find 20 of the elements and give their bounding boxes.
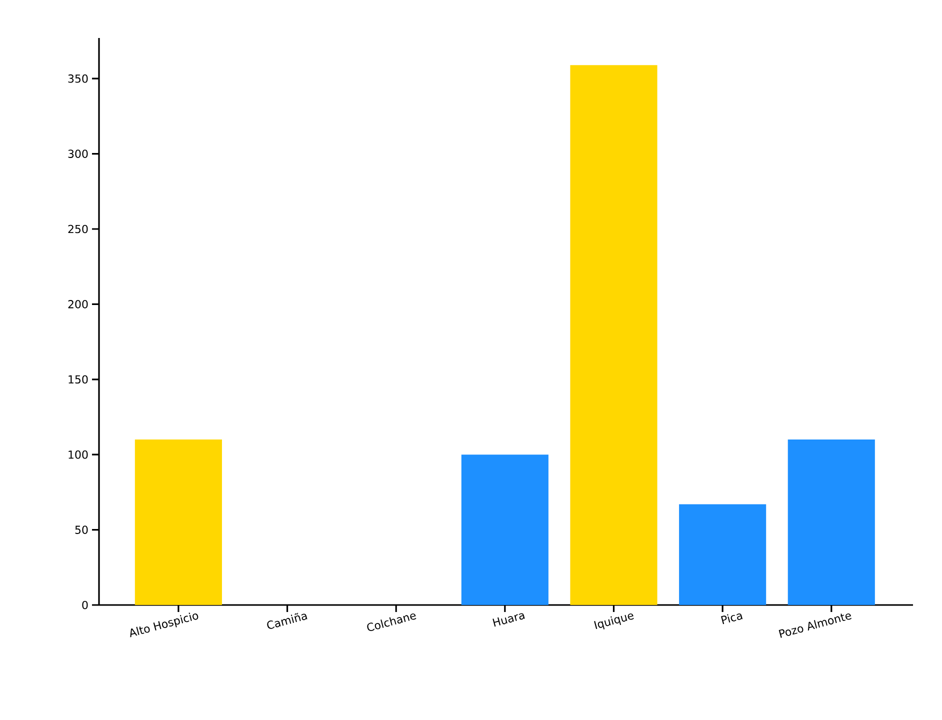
bar bbox=[788, 440, 875, 605]
x-tick-label: Iquique bbox=[594, 613, 634, 630]
x-tick-label: Pica bbox=[720, 614, 743, 624]
y-tick-label: 250 bbox=[68, 224, 88, 234]
bar bbox=[570, 65, 658, 605]
x-tick-label: Alto Hospicio bbox=[130, 612, 198, 638]
y-tick-label: 150 bbox=[68, 375, 88, 384]
y-tick-label: 300 bbox=[68, 150, 88, 158]
y-tick-label: 0 bbox=[82, 600, 88, 610]
bar bbox=[134, 440, 222, 605]
y-tick-label: 350 bbox=[68, 74, 88, 83]
bar bbox=[679, 504, 766, 605]
x-tick-label: Colchane bbox=[367, 613, 416, 632]
bar bbox=[461, 454, 548, 605]
y-tick-label: 200 bbox=[68, 300, 88, 308]
x-tick-label: Camiña bbox=[267, 612, 308, 629]
x-tick-label: Pozo Almonte bbox=[778, 613, 852, 638]
x-tick-label: Huara bbox=[492, 613, 525, 627]
y-tick-label: 100 bbox=[68, 450, 88, 459]
y-tick-label: 50 bbox=[75, 526, 88, 534]
